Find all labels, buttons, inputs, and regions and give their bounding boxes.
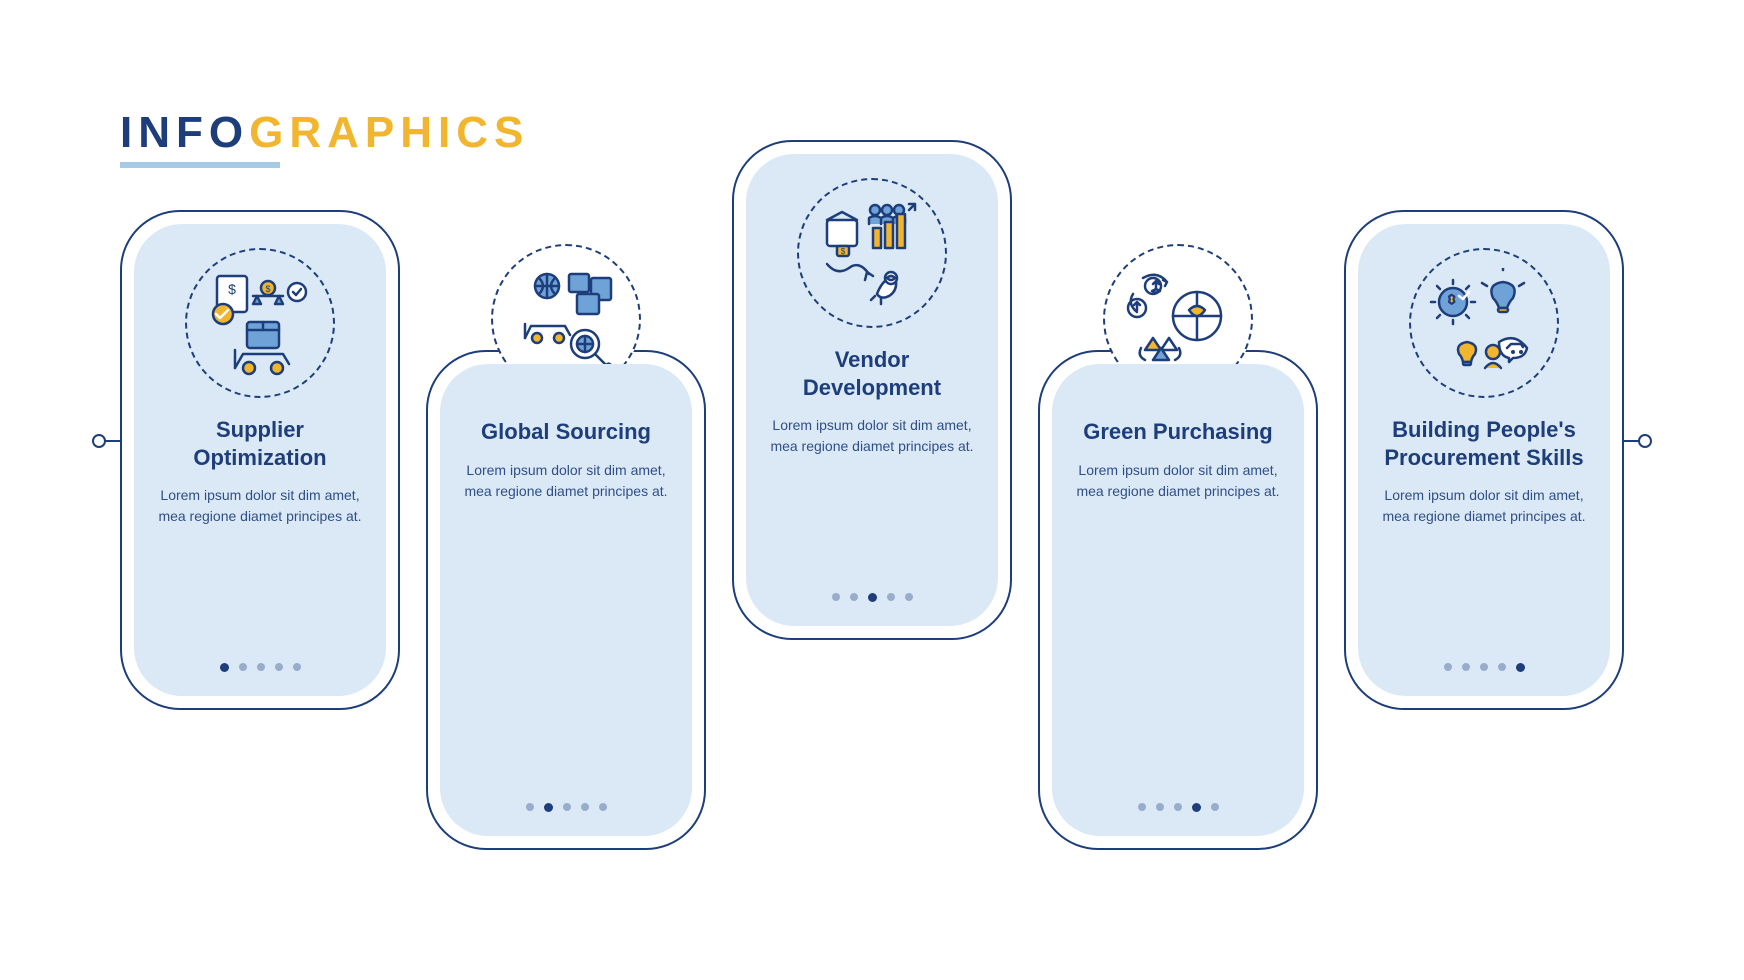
dot [1211, 803, 1219, 811]
dot [1174, 803, 1182, 811]
pagination-dots [220, 647, 301, 672]
dot [1156, 803, 1164, 811]
card-inner: Building People's Procurement Skills Lore… [1358, 224, 1610, 696]
dot [599, 803, 607, 811]
pagination-dots [832, 577, 913, 602]
dot [1480, 663, 1488, 671]
dot [832, 593, 840, 601]
dot [563, 803, 571, 811]
dot [257, 663, 265, 671]
card-body: Lorem ipsum dolor sit dim amet, mea regi… [460, 460, 672, 502]
dot [544, 803, 553, 812]
card-0: $ $ Supplier Optimization Lorem ipsum dol… [120, 210, 400, 710]
svg-text:$: $ [841, 247, 846, 256]
connector-dot [92, 434, 106, 448]
vendor-development-icon: $ [797, 178, 947, 328]
svg-text:$: $ [228, 281, 236, 297]
dot [1462, 663, 1470, 671]
dot [887, 593, 895, 601]
card-title: Building People's Procurement Skills [1378, 416, 1590, 471]
vendor-development-icon: $ [817, 198, 927, 308]
card-title: Vendor Development [766, 346, 978, 401]
dot [1192, 803, 1201, 812]
card-title: Supplier Optimization [154, 416, 366, 471]
card-inner: Green Purchasing Lorem ipsum dolor sit di… [1052, 364, 1304, 836]
procurement-skills-icon [1409, 248, 1559, 398]
dot [526, 803, 534, 811]
card-body: Lorem ipsum dolor sit dim amet, mea regi… [766, 415, 978, 457]
pagination-dots [1444, 647, 1525, 672]
dot [239, 663, 247, 671]
pagination-dots [526, 787, 607, 812]
card-3: Green Purchasing Lorem ipsum dolor sit di… [1038, 350, 1318, 850]
connector-dot [1638, 434, 1652, 448]
svg-text:$: $ [265, 284, 270, 294]
dot [581, 803, 589, 811]
connector-line [104, 440, 122, 442]
pagination-dots [1138, 787, 1219, 812]
card-1: Global Sourcing Lorem ipsum dolor sit dim… [426, 350, 706, 850]
card-2: $ Vendor Development Lorem ipsum dolor si… [732, 140, 1012, 640]
card-body: Lorem ipsum dolor sit dim amet, mea regi… [1072, 460, 1284, 502]
dot [275, 663, 283, 671]
cards-stage: $ $ Supplier Optimization Lorem ipsum dol… [100, 130, 1644, 850]
global-sourcing-icon [511, 264, 621, 374]
dot [868, 593, 877, 602]
card-body: Lorem ipsum dolor sit dim amet, mea regi… [1378, 485, 1590, 527]
dot [293, 663, 301, 671]
card-inner: $ Vendor Development Lorem ipsum dolor si… [746, 154, 998, 626]
dot [905, 593, 913, 601]
supplier-optimization-icon: $ $ [205, 268, 315, 378]
dot [1498, 663, 1506, 671]
card-body: Lorem ipsum dolor sit dim amet, mea regi… [154, 485, 366, 527]
green-purchasing-icon [1123, 264, 1233, 374]
card-title: Global Sourcing [481, 418, 651, 446]
dot [850, 593, 858, 601]
card-title: Green Purchasing [1083, 418, 1273, 446]
dot [1138, 803, 1146, 811]
card-4: Building People's Procurement Skills Lore… [1344, 210, 1624, 710]
supplier-optimization-icon: $ $ [185, 248, 335, 398]
dot [1444, 663, 1452, 671]
card-inner: Global Sourcing Lorem ipsum dolor sit dim… [440, 364, 692, 836]
procurement-skills-icon [1429, 268, 1539, 378]
card-inner: $ $ Supplier Optimization Lorem ipsum dol… [134, 224, 386, 696]
dot [220, 663, 229, 672]
dot [1516, 663, 1525, 672]
